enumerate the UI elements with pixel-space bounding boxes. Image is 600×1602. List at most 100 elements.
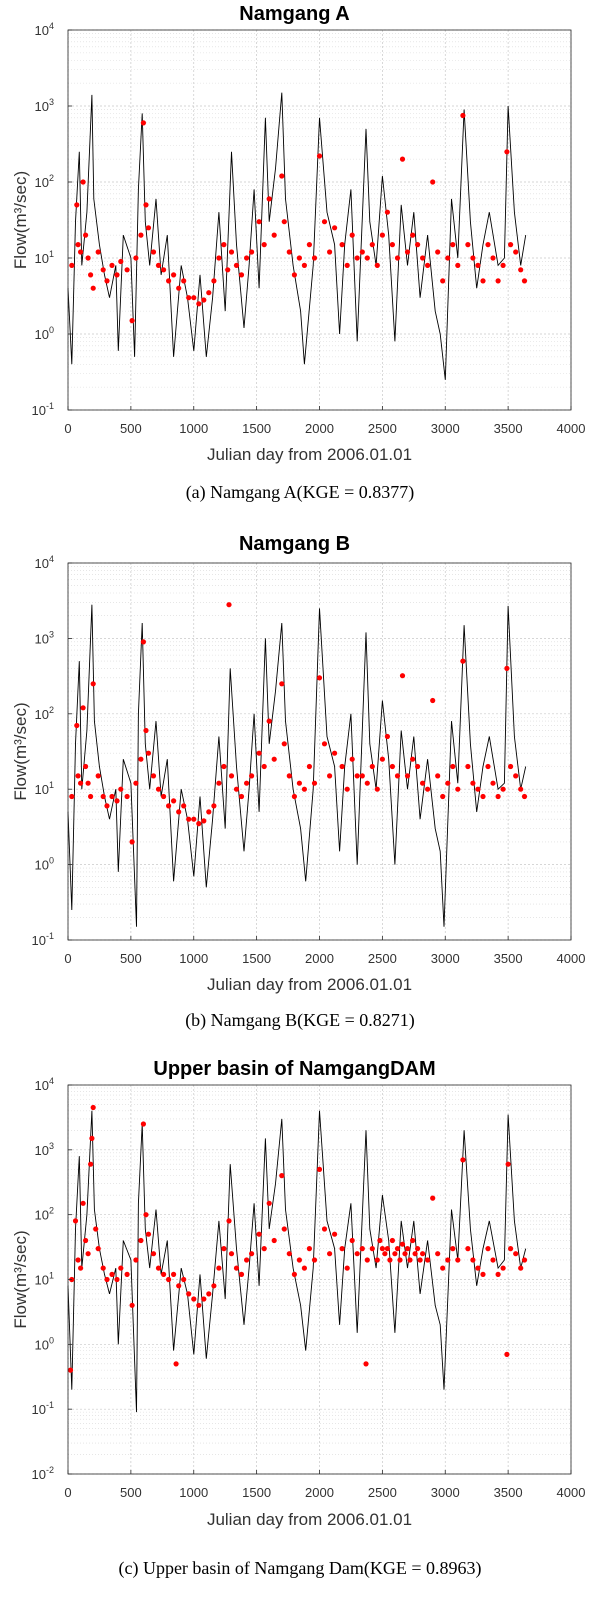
data-point bbox=[221, 242, 227, 248]
data-point bbox=[138, 756, 144, 762]
chart-c: Upper basin of NamgangDAM 0 500 1000 1500 200… bbox=[11, 1058, 586, 1529]
data-point bbox=[450, 763, 456, 770]
data-point bbox=[256, 750, 262, 756]
data-point bbox=[161, 1271, 167, 1277]
data-point bbox=[129, 1302, 135, 1308]
data-point bbox=[233, 786, 240, 792]
y-tick-label: 10-1 bbox=[32, 931, 54, 948]
x-tick-label: 4000 bbox=[557, 1485, 586, 1500]
y-tick-label: 10-1 bbox=[32, 1400, 54, 1417]
data-point bbox=[374, 262, 380, 268]
chart-a: Namgang A 0 500 1000 1500 2000 2500 3000 3500 400… bbox=[11, 3, 585, 464]
data-point bbox=[332, 225, 338, 231]
data-point bbox=[460, 1157, 466, 1163]
data-point bbox=[384, 209, 390, 215]
data-point bbox=[114, 272, 120, 278]
data-point bbox=[500, 262, 506, 268]
data-point bbox=[279, 681, 285, 687]
data-point bbox=[75, 1257, 81, 1263]
data-point bbox=[410, 232, 416, 238]
data-point bbox=[339, 242, 345, 248]
data-point bbox=[399, 1241, 406, 1247]
data-point bbox=[480, 278, 486, 284]
data-point bbox=[495, 278, 501, 284]
data-point bbox=[206, 290, 212, 296]
data-point bbox=[85, 1251, 91, 1257]
data-point bbox=[78, 249, 84, 255]
data-point bbox=[225, 267, 231, 273]
data-point bbox=[465, 242, 471, 248]
data-point bbox=[440, 1265, 446, 1271]
data-point bbox=[67, 1367, 74, 1373]
simulated-points bbox=[67, 1104, 528, 1373]
data-point bbox=[379, 232, 385, 238]
data-point bbox=[129, 839, 135, 845]
data-point bbox=[389, 1237, 395, 1244]
data-point bbox=[399, 673, 406, 679]
x-tick-label: 500 bbox=[120, 951, 142, 966]
data-point bbox=[143, 727, 149, 734]
y-tick-label: 101 bbox=[35, 780, 54, 797]
data-point bbox=[513, 1251, 519, 1257]
data-point bbox=[291, 1271, 297, 1277]
data-point bbox=[332, 1231, 338, 1237]
data-point bbox=[196, 821, 202, 827]
data-point bbox=[316, 1166, 323, 1172]
data-point bbox=[504, 665, 510, 671]
data-point bbox=[166, 1276, 172, 1283]
data-point bbox=[399, 156, 406, 162]
data-point bbox=[485, 1246, 491, 1252]
data-point bbox=[133, 1257, 139, 1263]
data-point bbox=[221, 1246, 227, 1252]
data-point bbox=[140, 639, 146, 645]
data-point bbox=[155, 1265, 162, 1271]
data-point bbox=[384, 733, 390, 740]
data-point bbox=[216, 780, 222, 786]
observed-flow-line bbox=[67, 92, 527, 380]
data-point bbox=[404, 1246, 411, 1252]
data-point bbox=[281, 741, 287, 747]
data-point bbox=[460, 112, 466, 119]
data-point bbox=[500, 1265, 506, 1271]
data-point bbox=[155, 786, 162, 792]
y-tick-label: 10-2 bbox=[32, 1465, 54, 1482]
data-point bbox=[143, 202, 149, 208]
data-point bbox=[140, 1121, 146, 1127]
data-point bbox=[377, 1237, 383, 1244]
data-point bbox=[129, 318, 135, 324]
observed-flow-line bbox=[67, 604, 527, 927]
data-point bbox=[114, 798, 120, 804]
data-point bbox=[425, 1257, 431, 1263]
data-point bbox=[271, 1237, 277, 1244]
data-point bbox=[266, 718, 272, 724]
data-point bbox=[490, 255, 496, 261]
data-point bbox=[93, 1226, 99, 1232]
data-point bbox=[171, 798, 177, 804]
data-point bbox=[296, 1257, 302, 1263]
data-point bbox=[339, 1246, 345, 1252]
data-point bbox=[279, 1173, 285, 1179]
data-point bbox=[244, 255, 250, 261]
data-point bbox=[316, 675, 323, 681]
x-tick-label: 1000 bbox=[179, 951, 208, 966]
y-tick-label: 102 bbox=[35, 1206, 54, 1223]
data-point bbox=[196, 301, 202, 307]
data-point bbox=[145, 750, 152, 756]
data-point bbox=[161, 267, 167, 273]
data-point bbox=[321, 219, 328, 225]
data-point bbox=[191, 295, 197, 301]
data-point bbox=[480, 1271, 486, 1277]
panel-b: Namgang B 0 500 1000 1500 2000 2500 3000 3500 400… bbox=[0, 528, 600, 998]
x-tick-label: 3000 bbox=[431, 421, 460, 436]
data-point bbox=[306, 1246, 312, 1252]
x-tick-label: 2000 bbox=[305, 951, 334, 966]
data-point bbox=[291, 272, 297, 278]
data-point bbox=[249, 1251, 255, 1257]
y-tick-label: 104 bbox=[35, 1076, 54, 1093]
x-tick-label: 3000 bbox=[431, 1485, 460, 1500]
data-point bbox=[109, 262, 115, 268]
data-point bbox=[412, 1251, 418, 1257]
data-point bbox=[150, 249, 157, 255]
x-tick-label: 2500 bbox=[368, 421, 397, 436]
data-point bbox=[435, 773, 441, 779]
